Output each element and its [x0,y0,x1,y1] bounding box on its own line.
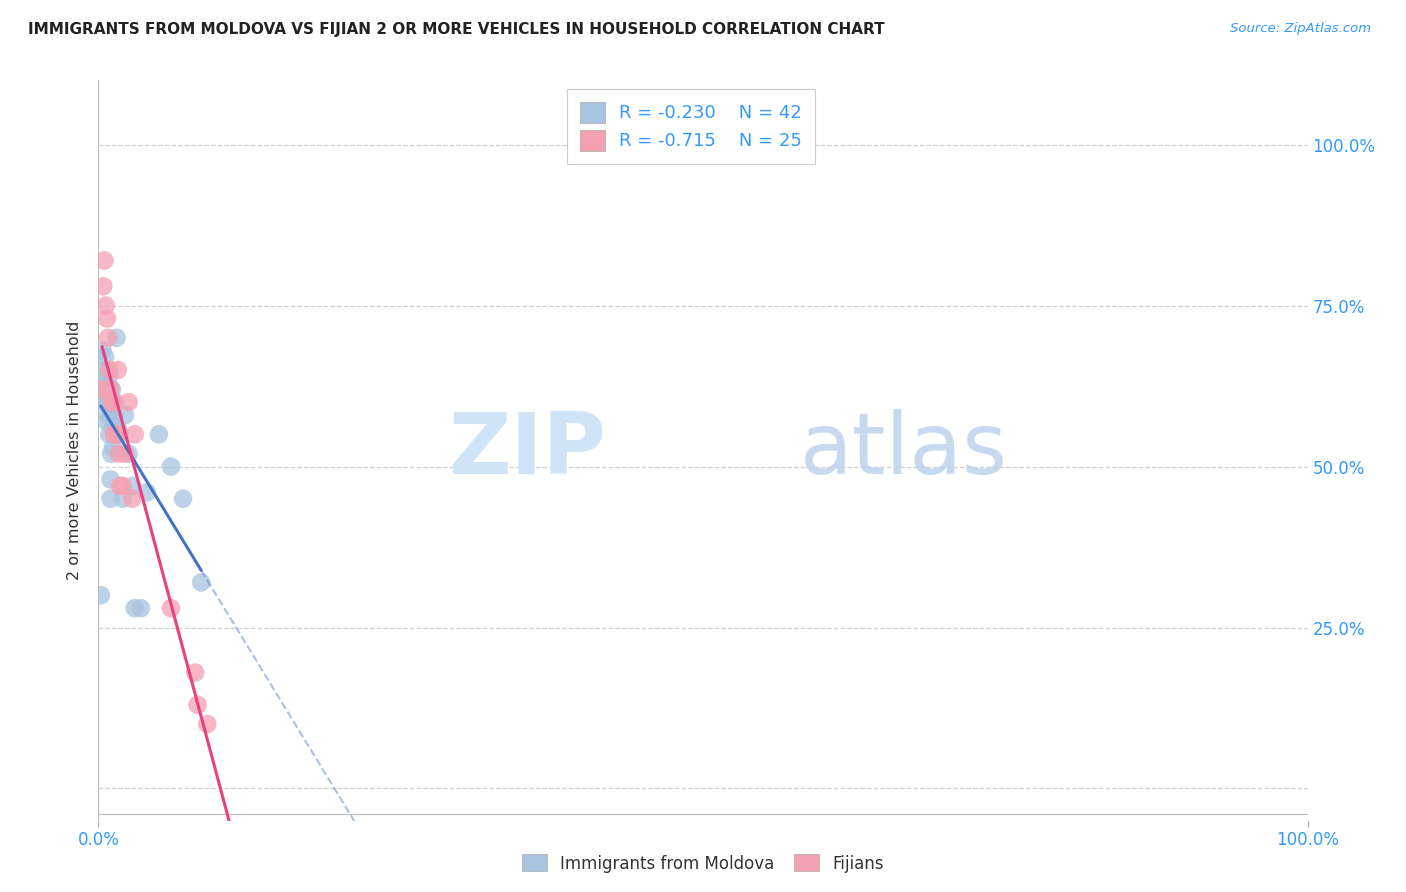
Point [135,485,157,500]
Point [129,601,152,615]
Point [108,479,131,493]
Text: atlas: atlas [800,409,1008,492]
Point [103,427,125,442]
Point [190,575,212,590]
Point [97,408,120,422]
Point [121,479,143,493]
Point [93,253,115,268]
Y-axis label: 2 or more Vehicles in Household: 2 or more Vehicles in Household [67,321,83,580]
Point [160,459,183,474]
Point [160,601,183,615]
Text: Source: ZipAtlas.com: Source: ZipAtlas.com [1230,22,1371,36]
Point [94,376,117,390]
Point [101,382,124,396]
Point [96,311,118,326]
Point [100,395,122,409]
Point [100,472,122,486]
Point [91,382,114,396]
Point [97,389,120,403]
Text: ZIP: ZIP [449,409,606,492]
Point [104,408,127,422]
Point [91,279,114,293]
Text: IMMIGRANTS FROM MOLDOVA VS FIJIAN 2 OR MORE VEHICLES IN HOUSEHOLD CORRELATION CH: IMMIGRANTS FROM MOLDOVA VS FIJIAN 2 OR M… [28,22,884,37]
Point [93,382,115,396]
Point [105,427,128,442]
Point [96,395,118,409]
Point [124,601,146,615]
Point [111,479,134,493]
Point [187,698,209,712]
Point [114,408,136,422]
Point [100,447,122,461]
Point [96,415,118,429]
Point [124,427,146,442]
Point [104,427,127,442]
Point [94,299,117,313]
Legend: Immigrants from Moldova, Fijians: Immigrants from Moldova, Fijians [515,847,891,880]
Point [91,376,114,390]
Point [94,350,117,364]
Point [101,395,124,409]
Point [97,331,120,345]
Point [118,395,141,409]
Point [91,395,114,409]
Point [98,363,121,377]
Point [98,427,121,442]
Point [100,491,122,506]
Point [184,665,207,680]
Point [108,447,131,461]
Point [100,382,122,396]
Point [172,491,194,506]
Point [104,395,127,409]
Point [100,408,122,422]
Point [91,343,114,358]
Point [93,369,115,384]
Point [121,491,143,506]
Point [118,447,141,461]
Point [98,395,121,409]
Point [90,588,112,602]
Point [108,427,131,442]
Point [107,421,129,435]
Point [103,427,125,442]
Point [111,491,134,506]
Point [195,717,218,731]
Point [93,363,115,377]
Point [94,395,117,409]
Point [105,331,128,345]
Point [97,369,120,384]
Point [101,421,124,435]
Point [101,440,124,454]
Point [148,427,170,442]
Point [96,382,118,396]
Point [114,447,136,461]
Legend: R = -0.230    N = 42, R = -0.715    N = 25: R = -0.230 N = 42, R = -0.715 N = 25 [567,89,815,163]
Point [107,363,129,377]
